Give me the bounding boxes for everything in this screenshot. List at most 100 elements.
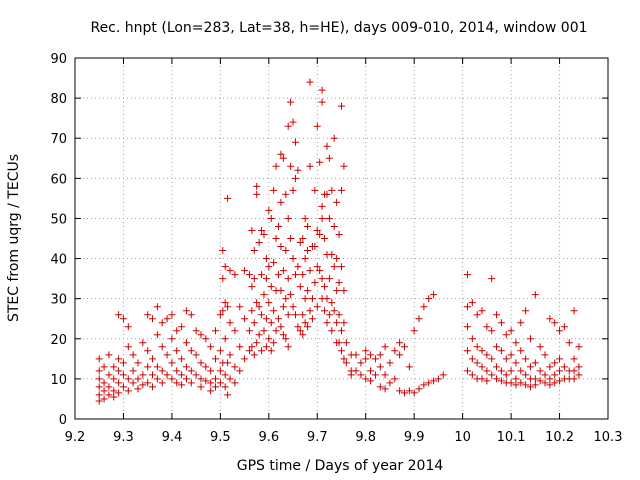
data-point bbox=[182, 339, 190, 347]
data-point bbox=[267, 214, 275, 222]
data-point bbox=[250, 275, 258, 283]
data-point bbox=[245, 327, 253, 335]
data-point bbox=[473, 311, 481, 319]
data-point bbox=[328, 186, 336, 194]
data-point bbox=[338, 347, 345, 355]
data-point bbox=[526, 383, 534, 391]
chart-title: Rec. hnpt (Lon=283, Lat=38, h=HE), days … bbox=[90, 20, 587, 36]
data-point bbox=[340, 355, 348, 363]
data-point bbox=[192, 327, 200, 335]
data-point bbox=[541, 371, 549, 379]
data-point bbox=[311, 186, 319, 194]
data-point bbox=[265, 206, 273, 214]
data-point bbox=[163, 371, 171, 379]
data-point bbox=[110, 387, 118, 395]
data-point bbox=[570, 355, 578, 363]
data-point bbox=[296, 327, 304, 335]
data-point bbox=[328, 299, 336, 307]
data-point bbox=[158, 319, 166, 327]
data-point bbox=[376, 383, 384, 391]
data-point bbox=[318, 214, 326, 222]
data-point bbox=[277, 243, 285, 251]
data-point bbox=[284, 343, 292, 351]
data-point bbox=[139, 381, 147, 389]
data-point bbox=[284, 122, 292, 130]
data-point bbox=[241, 355, 249, 363]
data-point bbox=[95, 397, 103, 405]
data-point bbox=[124, 323, 132, 331]
data-point bbox=[478, 363, 486, 371]
data-point bbox=[536, 343, 544, 351]
data-point bbox=[330, 134, 338, 142]
data-point bbox=[253, 339, 261, 347]
y-tick-label: 60 bbox=[50, 172, 67, 187]
x-tick-label: 9.5 bbox=[210, 430, 231, 445]
data-point bbox=[420, 303, 428, 311]
data-point bbox=[139, 339, 147, 347]
data-point bbox=[163, 315, 171, 323]
data-point bbox=[468, 355, 476, 363]
data-point bbox=[517, 347, 525, 355]
data-point bbox=[299, 331, 307, 339]
data-point bbox=[352, 367, 360, 375]
data-point bbox=[153, 331, 161, 339]
y-tick-label: 40 bbox=[50, 253, 67, 268]
data-point bbox=[304, 222, 312, 230]
data-point bbox=[522, 371, 530, 379]
data-point bbox=[216, 311, 224, 319]
data-point bbox=[224, 359, 232, 367]
data-point bbox=[289, 118, 297, 126]
data-point bbox=[367, 377, 375, 385]
data-point bbox=[536, 377, 544, 385]
data-point bbox=[291, 138, 299, 146]
data-point bbox=[250, 351, 258, 359]
data-point bbox=[282, 190, 290, 198]
data-point bbox=[325, 154, 333, 162]
data-point bbox=[323, 142, 331, 150]
data-point bbox=[342, 339, 350, 347]
data-point bbox=[262, 315, 270, 323]
data-point bbox=[478, 307, 486, 315]
data-point bbox=[425, 295, 433, 303]
data-point bbox=[241, 267, 249, 275]
data-point bbox=[371, 355, 379, 363]
data-point bbox=[546, 363, 554, 371]
data-point bbox=[304, 323, 312, 331]
data-point bbox=[335, 230, 343, 238]
data-point bbox=[560, 363, 568, 371]
data-point bbox=[207, 367, 215, 375]
data-point bbox=[236, 303, 244, 311]
data-point bbox=[144, 347, 152, 355]
data-point bbox=[493, 363, 501, 371]
data-point bbox=[168, 375, 176, 383]
data-point bbox=[502, 331, 510, 339]
data-point bbox=[187, 311, 195, 319]
x-tick-label: 10.3 bbox=[594, 430, 623, 445]
data-point bbox=[541, 351, 549, 359]
data-point bbox=[216, 367, 224, 375]
data-point bbox=[250, 247, 258, 255]
data-point bbox=[296, 283, 304, 291]
data-point bbox=[258, 226, 266, 234]
data-point bbox=[488, 275, 496, 283]
data-point bbox=[255, 303, 263, 311]
data-point bbox=[316, 230, 324, 238]
data-point bbox=[299, 311, 307, 319]
data-point bbox=[338, 327, 345, 335]
data-point bbox=[134, 359, 142, 367]
data-point bbox=[110, 375, 118, 383]
data-point bbox=[316, 267, 324, 275]
data-point bbox=[248, 283, 256, 291]
data-point bbox=[531, 381, 539, 389]
data-point bbox=[551, 319, 559, 327]
data-point bbox=[340, 287, 348, 295]
data-point bbox=[338, 263, 345, 271]
data-point bbox=[318, 86, 326, 94]
data-point bbox=[313, 303, 321, 311]
data-point bbox=[396, 387, 404, 395]
data-point bbox=[367, 367, 375, 375]
data-point bbox=[430, 291, 438, 299]
y-tick-label: 80 bbox=[50, 92, 67, 107]
data-point bbox=[335, 279, 343, 287]
data-point bbox=[333, 198, 341, 206]
